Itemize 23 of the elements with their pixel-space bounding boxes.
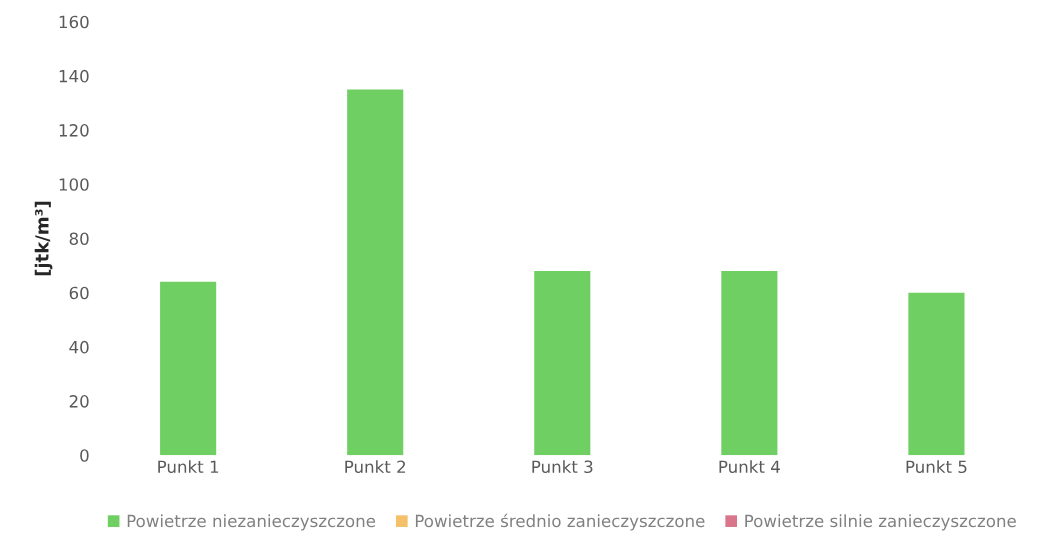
legend-label: Powietrze niezanieczyszczone [127, 514, 376, 531]
y-tick-label: 60 [69, 286, 89, 300]
x-tick-label: Punkt 4 [719, 460, 780, 474]
y-tick-label: 140 [59, 69, 89, 83]
y-tick-label: 40 [69, 340, 89, 354]
y-tick-label: 0 [80, 449, 89, 462]
bar [347, 89, 404, 456]
y-tick-label: 160 [59, 15, 89, 29]
y-axis-title: [jtk/m³] [34, 201, 53, 276]
legend-label: Powietrze średnio zanieczyszczone [415, 513, 705, 531]
y-tick-label: 80 [69, 232, 89, 246]
bar [721, 271, 778, 456]
y-tick-label: 20 [69, 395, 89, 408]
legend-label: Powietrze silnie zanieczyszczone [745, 514, 1016, 531]
y-tick-label: 100 [59, 178, 89, 191]
y-tick-label: 120 [59, 124, 89, 137]
bar [534, 271, 591, 456]
x-tick-label: Punkt 2 [345, 460, 406, 474]
x-tick-label: Punkt 1 [158, 460, 219, 474]
x-tick-label: Punkt 3 [532, 460, 593, 474]
bar [908, 292, 965, 456]
x-tick-label: Punkt 5 [906, 460, 967, 474]
bar [160, 281, 217, 456]
